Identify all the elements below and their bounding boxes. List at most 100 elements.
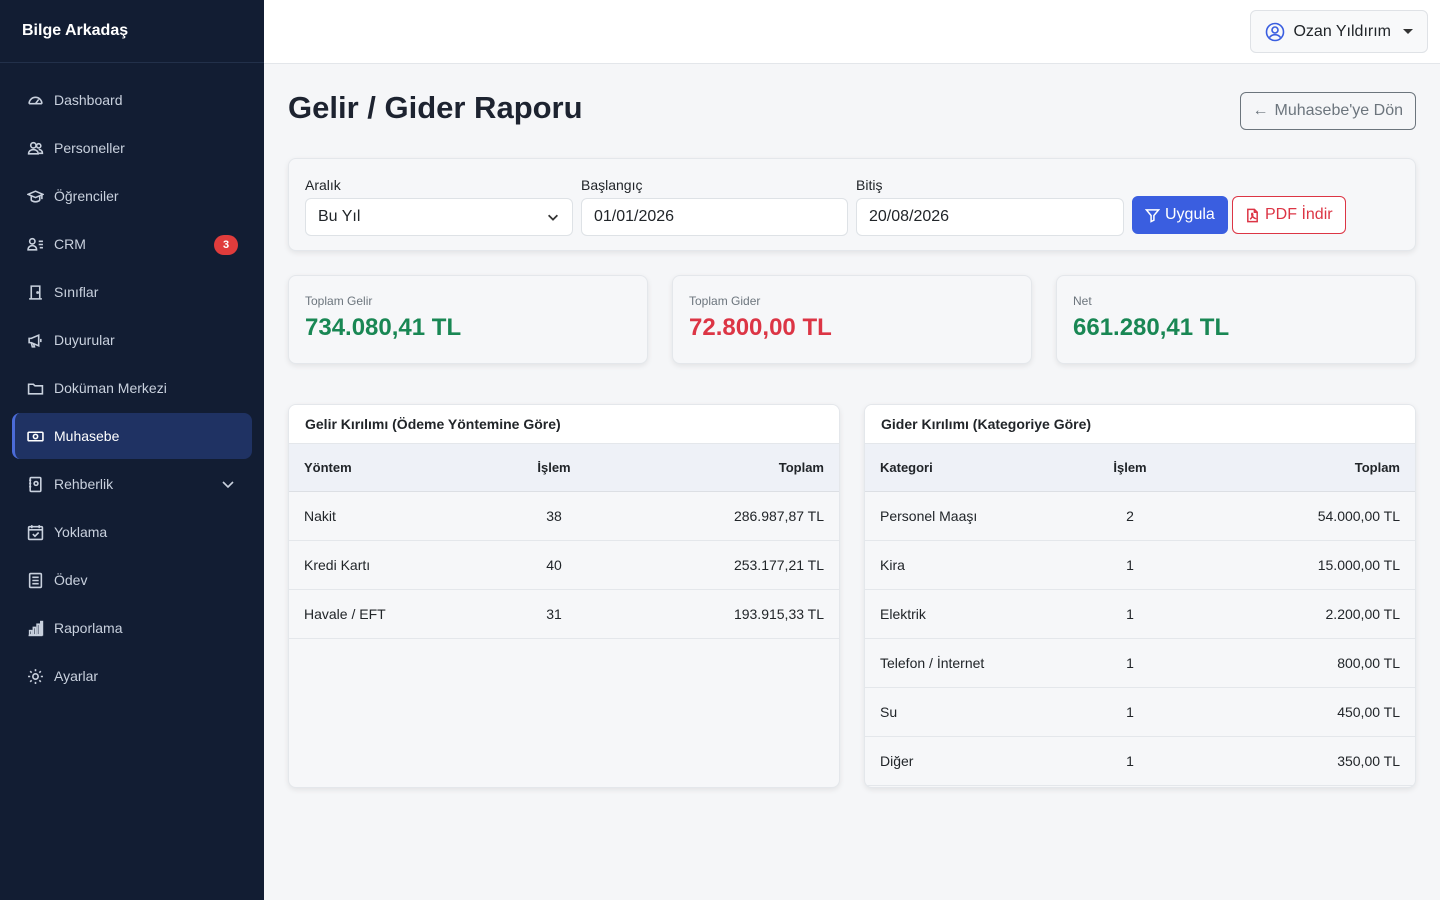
sidebar-item-label: Sınıflar <box>54 284 99 300</box>
start-date-field: Başlangıç 01/01/2026 <box>581 177 848 236</box>
people-icon <box>26 139 44 157</box>
caret-down-icon <box>1403 29 1413 34</box>
net-card: Net 661.280,41 TL <box>1056 275 1416 364</box>
sidebar-item-duyurular[interactable]: Duyurular <box>12 317 252 363</box>
sidebar-item-label: Muhasebe <box>54 428 120 444</box>
sidebar-item-raporlama[interactable]: Raporlama <box>12 605 252 651</box>
table-row: Nakit 38 286.987,87 TL <box>289 491 839 541</box>
total-income-value: 734.080,41 TL <box>305 314 462 341</box>
table-cell: 286.987,87 TL <box>609 491 839 541</box>
sidebar-item-label: Ayarlar <box>54 668 99 684</box>
table-row: Diğer 1 350,00 TL <box>865 736 1415 786</box>
sidebar-item-label: Öğrenciler <box>54 188 119 204</box>
sidebar-item-label: Duyurular <box>54 332 115 348</box>
sidebar-item-label: Ödev <box>54 572 88 588</box>
table-row: Telefon / İnternet 1 800,00 TL <box>865 638 1415 688</box>
table-cell: 800,00 TL <box>1185 638 1415 688</box>
end-date-label: Bitiş <box>856 177 883 193</box>
calendar-check-icon <box>26 523 44 541</box>
sidebar-item-crm[interactable]: CRM 3 <box>12 221 252 267</box>
table-cell: Telefon / İnternet <box>865 638 1075 688</box>
table-cell: 38 <box>499 491 609 541</box>
mortarboard-icon <box>26 187 44 205</box>
income-breakdown-title: Gelir Kırılımı (Ödeme Yöntemine Göre) <box>289 405 839 444</box>
sidebar-item-rehberlik[interactable]: Rehberlik <box>12 461 252 507</box>
table-cell: 1 <box>1075 589 1185 639</box>
apply-button[interactable]: Uygula <box>1132 196 1228 234</box>
sidebar-item-siniflar[interactable]: Sınıflar <box>12 269 252 315</box>
table-cell: Diğer <box>865 736 1075 786</box>
sidebar-item-ayarlar[interactable]: Ayarlar <box>12 653 252 699</box>
cash-icon <box>26 427 44 445</box>
column-header: Kategori <box>865 444 1075 492</box>
brand-logo[interactable]: Bilge Arkadaş <box>0 0 264 63</box>
sidebar-item-dashboard[interactable]: Dashboard <box>12 77 252 123</box>
sidebar-item-label: Yoklama <box>54 524 108 540</box>
total-expense-card: Toplam Gider 72.800,00 TL <box>672 275 1032 364</box>
table-cell: Personel Maaşı <box>865 491 1075 541</box>
filter-card: Aralık Bu Yıl Başlangıç 01/01/2026 Bitiş… <box>288 158 1416 251</box>
folder-icon <box>26 379 44 397</box>
sidebar: Bilge Arkadaş Dashboard Personeller Öğre… <box>0 0 264 900</box>
column-header: İşlem <box>1075 444 1185 492</box>
chevron-down-icon[interactable] <box>220 476 236 492</box>
start-date-input[interactable]: 01/01/2026 <box>581 198 848 236</box>
table-row: Kira 1 15.000,00 TL <box>865 540 1415 590</box>
net-value: 661.280,41 TL <box>1073 314 1230 341</box>
sidebar-item-dokuman-merkezi[interactable]: Doküman Merkezi <box>12 365 252 411</box>
column-header: Toplam <box>609 444 839 492</box>
table-cell: Kredi Kartı <box>289 540 499 590</box>
table-cell: Su <box>865 687 1075 737</box>
sidebar-item-yoklama[interactable]: Yoklama <box>12 509 252 555</box>
table-cell: 193.915,33 TL <box>609 589 839 639</box>
table-row: Elektrik 1 2.200,00 TL <box>865 589 1415 639</box>
range-label: Aralık <box>305 177 341 193</box>
expense-breakdown-card: Gider Kırılımı (Kategoriye Göre) Kategor… <box>864 404 1416 788</box>
table-cell: 1 <box>1075 736 1185 786</box>
back-to-accounting-button[interactable]: ← Muhasebe'ye Dön <box>1239 92 1416 130</box>
list-icon <box>26 571 44 589</box>
table-cell: 350,00 TL <box>1185 736 1415 786</box>
range-field: Aralık Bu Yıl <box>305 177 573 236</box>
total-income-card: Toplam Gelir 734.080,41 TL <box>288 275 648 364</box>
income-breakdown-table: Yöntem İşlem Toplam Nakit 38 286.987,87 … <box>289 444 839 639</box>
table-cell: 1 <box>1075 638 1185 688</box>
journal-icon <box>26 475 44 493</box>
funnel-icon <box>1144 208 1161 223</box>
column-header: Yöntem <box>289 444 499 492</box>
sidebar-item-personeller[interactable]: Personeller <box>12 125 252 171</box>
table-cell: Kira <box>865 540 1075 590</box>
table-row: Su 1 450,00 TL <box>865 687 1415 737</box>
sidebar-item-label: Dashboard <box>54 92 123 108</box>
end-date-input[interactable]: 20/08/2026 <box>856 198 1124 236</box>
range-select[interactable]: Bu Yıl <box>305 198 573 236</box>
topbar: Ozan Yıldırım <box>264 0 1440 64</box>
user-menu-button[interactable]: Ozan Yıldırım <box>1250 10 1428 53</box>
table-header-row: Yöntem İşlem Toplam <box>289 444 839 492</box>
notification-badge: 3 <box>214 235 238 255</box>
sidebar-nav: Dashboard Personeller Öğrenciler CRM 3 S… <box>0 63 264 699</box>
total-expense-value: 72.800,00 TL <box>689 314 832 341</box>
gear-icon <box>26 667 44 685</box>
start-date-label: Başlangıç <box>581 177 643 193</box>
sidebar-item-label: Personeller <box>54 140 125 156</box>
user-circle-icon <box>1265 22 1285 42</box>
end-date-field: Bitiş 20/08/2026 <box>856 177 1124 236</box>
table-row: Havale / EFT 31 193.915,33 TL <box>289 589 839 639</box>
sidebar-item-odev[interactable]: Ödev <box>12 557 252 603</box>
table-cell: 253.177,21 TL <box>609 540 839 590</box>
sidebar-item-ogrenciler[interactable]: Öğrenciler <box>12 173 252 219</box>
table-cell: 31 <box>499 589 609 639</box>
main-content: Gelir / Gider Raporu ← Muhasebe'ye Dön A… <box>264 64 1440 900</box>
megaphone-icon <box>26 331 44 349</box>
table-cell: 2.200,00 TL <box>1185 589 1415 639</box>
table-cell: Elektrik <box>865 589 1075 639</box>
sidebar-item-muhasebe[interactable]: Muhasebe <box>12 413 252 459</box>
pdf-download-button[interactable]: PDF İndir <box>1232 196 1346 234</box>
door-icon <box>26 283 44 301</box>
total-income-label: Toplam Gelir <box>305 294 373 308</box>
range-select-value: Bu Yıl <box>318 208 361 225</box>
net-label: Net <box>1073 294 1092 308</box>
table-cell: 450,00 TL <box>1185 687 1415 737</box>
table-cell: Havale / EFT <box>289 589 499 639</box>
